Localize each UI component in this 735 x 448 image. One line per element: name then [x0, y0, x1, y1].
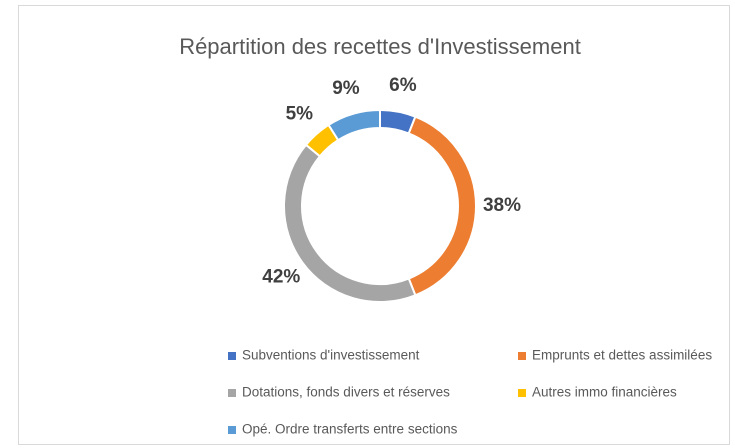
- legend-marker: [228, 352, 236, 360]
- legend-marker: [228, 389, 236, 397]
- data-label: 38%: [483, 195, 521, 216]
- chart-border: [18, 5, 730, 445]
- legend-marker: [518, 352, 526, 360]
- legend-label: Opé. Ordre transferts entre sections: [242, 422, 458, 437]
- data-label: 42%: [262, 267, 300, 288]
- data-label: 5%: [286, 104, 314, 125]
- legend-label: Autres immo financières: [532, 385, 677, 400]
- legend-marker: [228, 426, 236, 434]
- data-label: 9%: [332, 78, 360, 99]
- legend-marker: [518, 389, 526, 397]
- donut-slice: [327, 108, 381, 142]
- legend-label: Emprunts et dettes assimilées: [532, 348, 712, 363]
- chart-title: Répartition des recettes d'Investissemen…: [179, 34, 581, 59]
- legend-label: Subventions d'investissement: [242, 348, 420, 363]
- data-label: 6%: [389, 75, 417, 96]
- legend-label: Dotations, fonds divers et réserves: [242, 385, 450, 400]
